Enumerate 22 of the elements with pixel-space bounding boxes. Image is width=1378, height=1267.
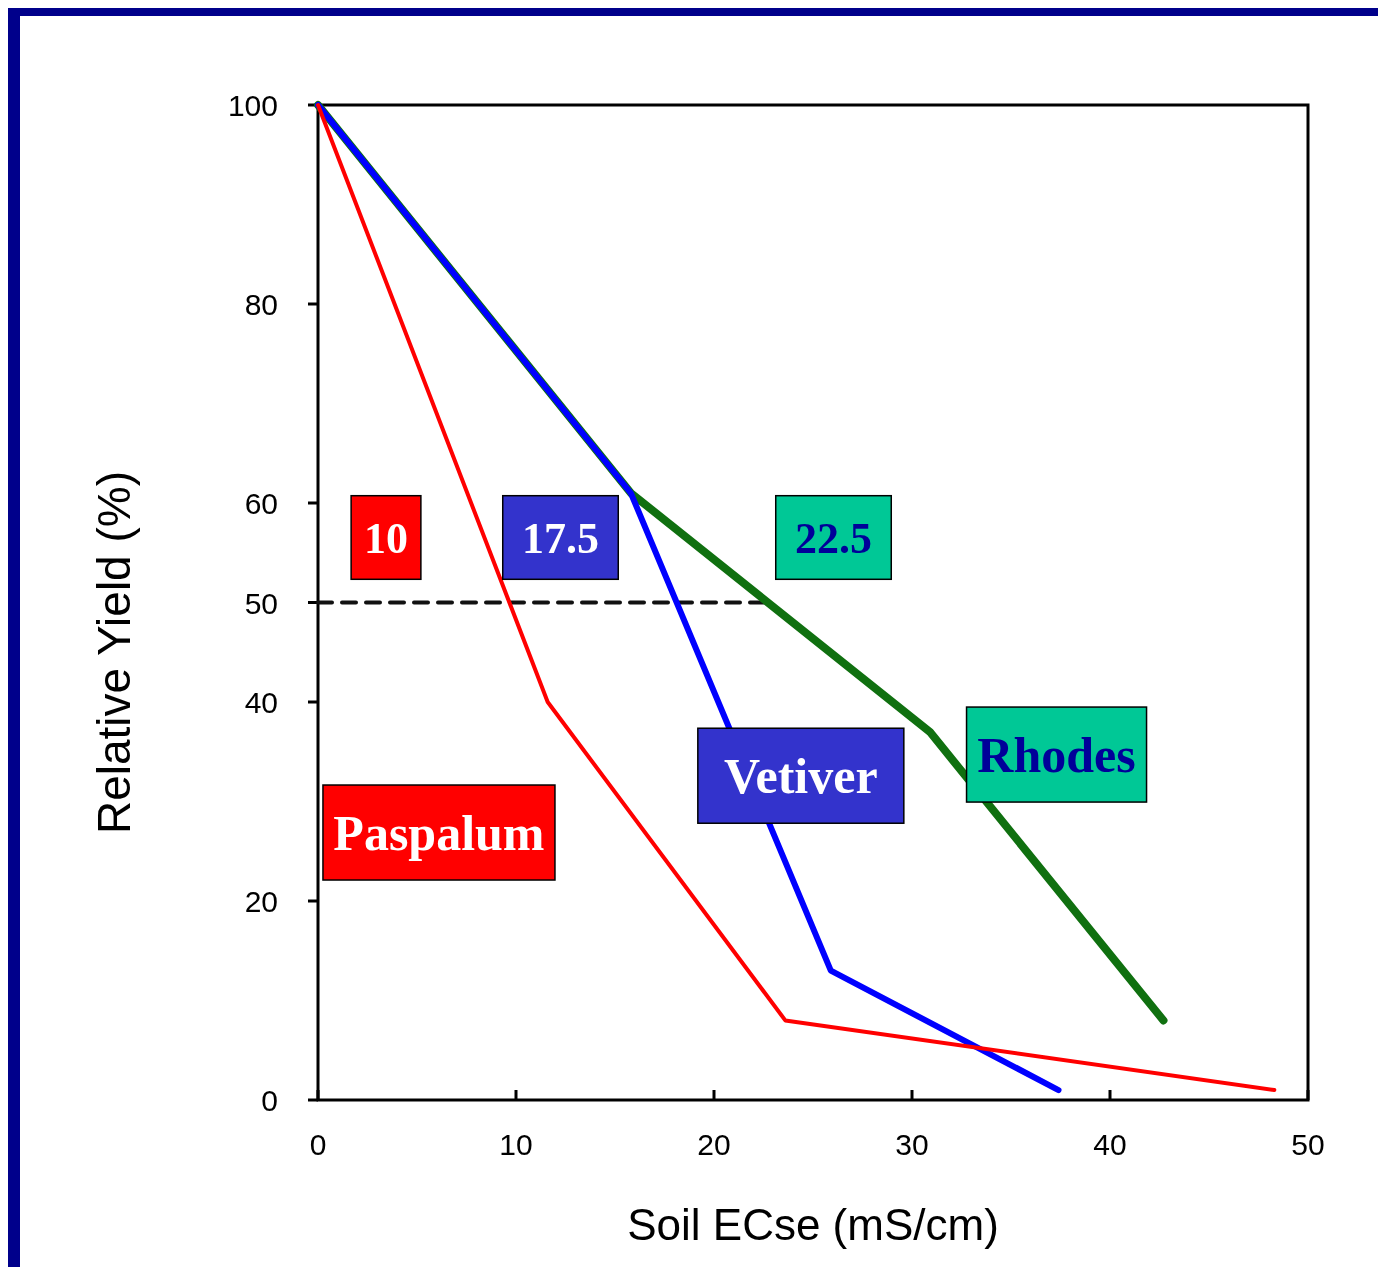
x-tick-label: 0 — [309, 1128, 327, 1161]
y-tick-label: 50 — [244, 586, 278, 620]
x-tick-label: 40 — [1093, 1128, 1127, 1161]
y-tick-label: 20 — [244, 885, 278, 918]
y-tick-label: 100 — [227, 89, 278, 122]
y-tick-label: 0 — [261, 1084, 278, 1117]
x-tick-label: 50 — [1291, 1128, 1325, 1161]
series-label: Paspalum — [333, 805, 545, 862]
y-tick-label: 60 — [244, 487, 278, 520]
y-tick-label: 40 — [244, 686, 278, 719]
x-tick-label: 30 — [895, 1128, 929, 1161]
annotation: 17.5 — [522, 513, 599, 563]
y-axis-title: Relative Yield (%) — [88, 470, 140, 835]
series-label: Vetiver — [724, 748, 878, 805]
x-tick-label: 20 — [697, 1128, 731, 1161]
line-series — [316, 103, 1277, 1093]
y-tick-label: 80 — [244, 288, 278, 321]
series-label: Rhodes — [977, 727, 1136, 784]
x-tick-label: 10 — [499, 1128, 533, 1161]
annotation: 22.5 — [795, 513, 872, 563]
annotation: 10 — [364, 513, 408, 563]
x-axis-title: Soil ECse (mS/cm) — [627, 1200, 999, 1249]
